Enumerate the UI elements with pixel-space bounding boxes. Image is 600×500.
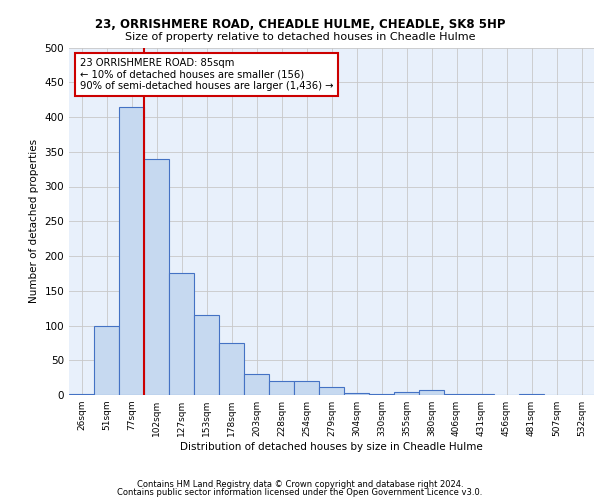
Bar (294, 381, 319, 395)
Text: Contains public sector information licensed under the Open Government Licence v3: Contains public sector information licen… (118, 488, 482, 497)
Bar (69, 394, 94, 395)
Text: Contains HM Land Registry data © Crown copyright and database right 2024.: Contains HM Land Registry data © Crown c… (137, 480, 463, 489)
Text: Size of property relative to detached houses in Cheadle Hulme: Size of property relative to detached ho… (125, 32, 475, 42)
Bar (244, 374, 269, 395)
X-axis label: Distribution of detached houses by size in Cheadle Hulme: Distribution of detached houses by size … (180, 442, 483, 452)
Bar (94, 326, 119, 395)
Text: 23 ORRISHMERE ROAD: 85sqm
← 10% of detached houses are smaller (156)
90% of semi: 23 ORRISHMERE ROAD: 85sqm ← 10% of detac… (79, 58, 333, 91)
Bar (169, 274, 194, 395)
Bar (394, 392, 419, 395)
Bar (469, 394, 494, 395)
Bar (344, 393, 369, 395)
Bar (269, 381, 294, 395)
Bar (369, 394, 394, 395)
Y-axis label: Number of detached properties: Number of detached properties (29, 139, 39, 304)
Bar (194, 315, 219, 395)
Bar (419, 390, 444, 395)
Bar (519, 394, 544, 395)
Bar (144, 158, 169, 395)
Bar (119, 106, 144, 395)
Bar (319, 386, 344, 395)
Bar (219, 343, 244, 395)
Bar (444, 394, 469, 395)
Text: 23, ORRISHMERE ROAD, CHEADLE HULME, CHEADLE, SK8 5HP: 23, ORRISHMERE ROAD, CHEADLE HULME, CHEA… (95, 18, 505, 30)
